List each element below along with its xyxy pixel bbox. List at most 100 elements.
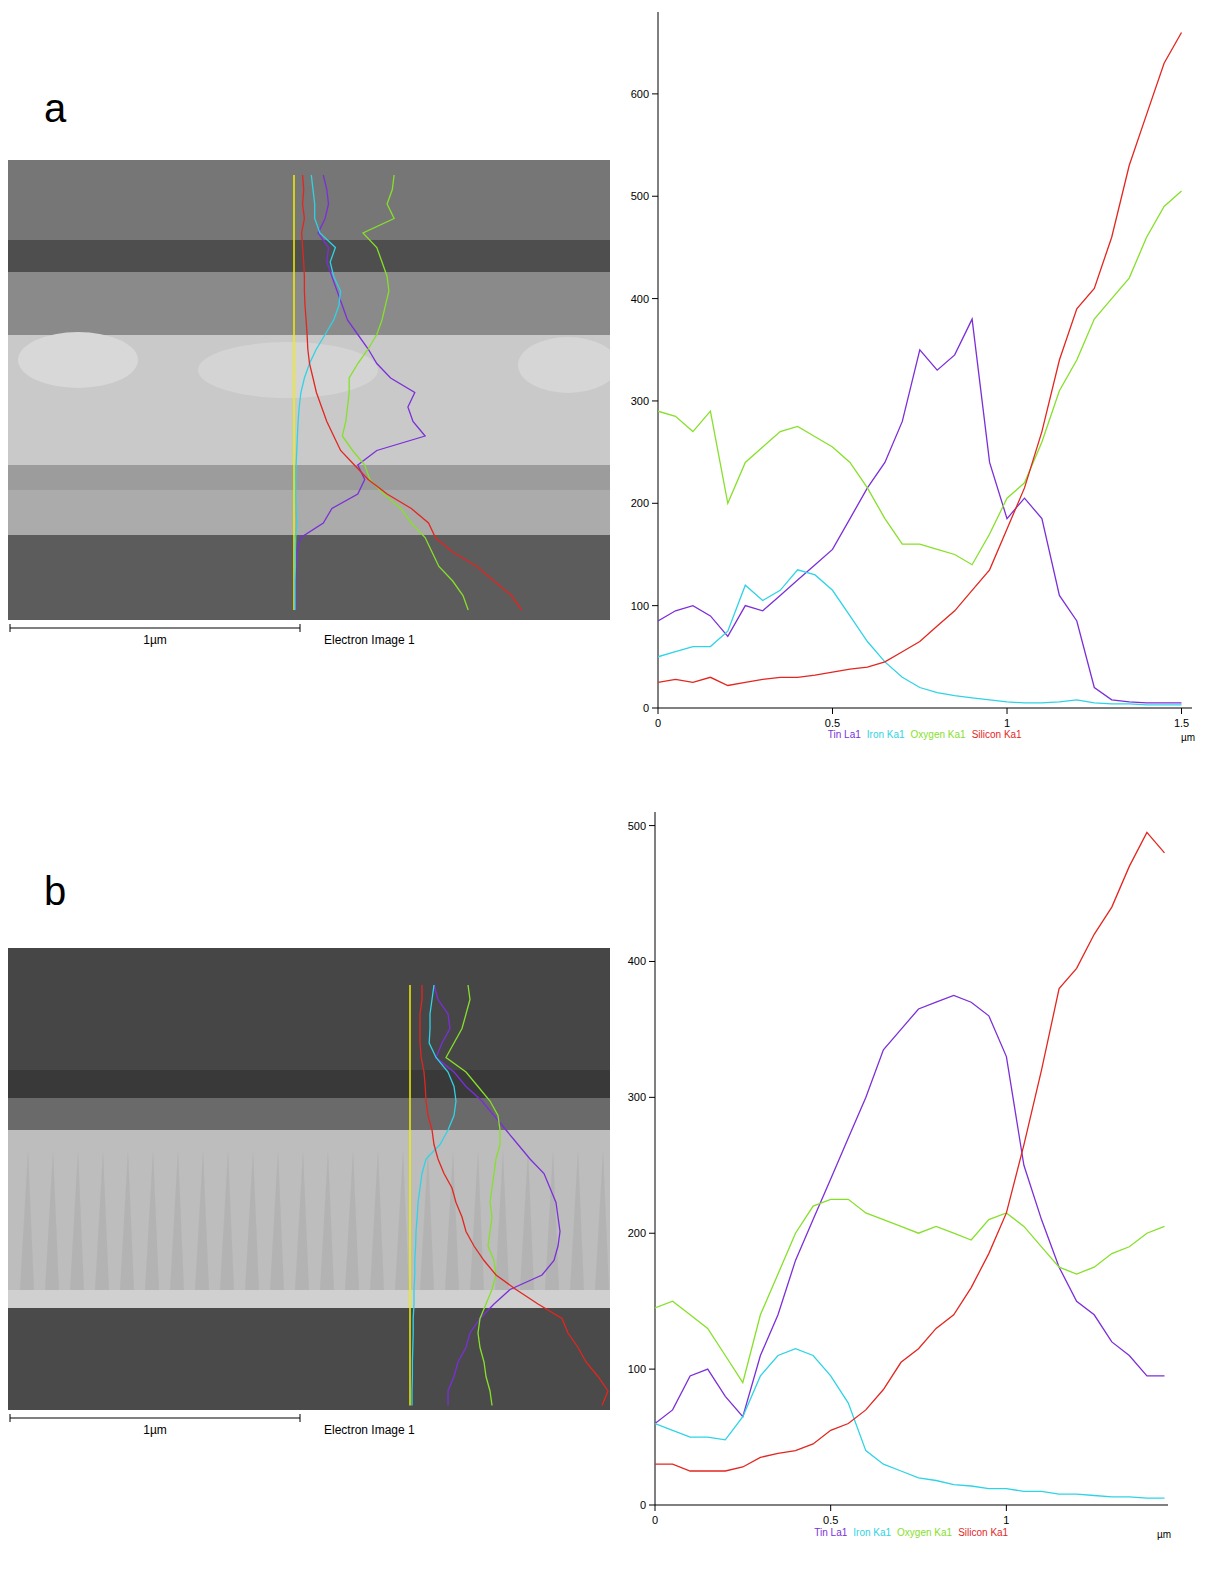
scale-bar-label: 1µm <box>143 1423 167 1437</box>
x-tick-label: 1 <box>1004 717 1010 729</box>
legend-entry: Oxygen Ka1 <box>911 729 966 740</box>
image-column <box>170 1150 184 1290</box>
x-axis <box>658 708 1192 709</box>
legend-entry: Silicon Ka1 <box>972 729 1022 740</box>
image-profile <box>302 175 522 610</box>
scale-bar <box>10 1418 300 1419</box>
y-tick <box>649 1505 655 1506</box>
panel-letter: a <box>44 86 67 130</box>
y-tick-label: 0 <box>640 1499 646 1511</box>
image-grain <box>198 342 378 398</box>
scale-bar-end <box>10 624 11 632</box>
y-tick <box>649 1233 655 1234</box>
scale-bar-end <box>300 624 301 632</box>
x-tick <box>1007 708 1008 714</box>
y-axis <box>658 12 659 708</box>
y-tick <box>652 196 658 197</box>
x-tick-label: 0 <box>655 717 661 729</box>
panel: a1µmElectron Image 101002003004005006000… <box>8 12 1195 743</box>
image-layer <box>8 1130 610 1290</box>
plot-area <box>655 832 1165 1498</box>
image-column <box>195 1150 209 1290</box>
series-line <box>655 995 1165 1423</box>
image-profile <box>342 175 468 610</box>
image-column <box>345 1150 359 1290</box>
image-label: Electron Image 1 <box>324 1423 415 1437</box>
image-column <box>595 1150 609 1290</box>
y-tick-label: 500 <box>628 820 646 832</box>
image-column <box>220 1150 234 1290</box>
legend-entry: Tin La1 <box>828 729 861 740</box>
image-layer <box>8 1070 610 1098</box>
image-layer <box>8 160 610 240</box>
image-column <box>270 1150 284 1290</box>
series-line <box>658 570 1182 705</box>
image-column <box>495 1150 509 1290</box>
x-tick-label: 0 <box>652 1514 658 1526</box>
panel: b1µmElectron Image 1010020030040050000.5… <box>8 812 1171 1540</box>
x-tick <box>655 1505 656 1511</box>
scale-bar-end <box>300 1414 301 1422</box>
image-column <box>95 1150 109 1290</box>
y-tick-label: 400 <box>631 293 649 305</box>
image-column <box>395 1150 409 1290</box>
y-tick <box>652 400 658 401</box>
image-column <box>445 1150 459 1290</box>
y-tick-label: 100 <box>628 1363 646 1375</box>
x-tick-label: 1 <box>1003 1514 1009 1526</box>
electron-image <box>8 160 610 620</box>
series-line <box>658 319 1182 703</box>
y-tick <box>652 298 658 299</box>
x-tick-label: 0.5 <box>825 717 840 729</box>
y-tick <box>649 961 655 962</box>
legend-entry: Silicon Ka1 <box>958 1527 1008 1538</box>
image-column <box>245 1150 259 1290</box>
x-axis-label: µm <box>1181 732 1195 743</box>
image-column <box>145 1150 159 1290</box>
x-tick-label: 1.5 <box>1174 717 1189 729</box>
image-layer <box>8 272 610 335</box>
image-column <box>295 1150 309 1290</box>
y-tick <box>649 825 655 826</box>
image-profile <box>420 985 608 1406</box>
figure: a1µmElectron Image 101002003004005006000… <box>0 0 1210 1584</box>
y-tick-label: 400 <box>628 955 646 967</box>
image-column <box>70 1150 84 1290</box>
panel-letter: b <box>44 869 66 913</box>
image-column <box>570 1150 584 1290</box>
image-layer <box>8 1308 610 1410</box>
image-profile <box>296 175 425 610</box>
y-axis <box>655 812 656 1505</box>
legend-entry: Iron Ka1 <box>867 729 905 740</box>
legend: Tin La1 Iron Ka1 Oxygen Ka1 Silicon Ka1 <box>814 1527 1008 1538</box>
image-layer <box>8 1098 610 1130</box>
x-tick <box>830 1505 831 1511</box>
plot-area <box>658 33 1182 705</box>
legend-entry: Tin La1 <box>814 1527 847 1538</box>
image-layer <box>8 490 610 535</box>
y-tick <box>649 1097 655 1098</box>
scale-bar-end <box>10 1414 11 1422</box>
x-tick <box>832 708 833 714</box>
y-tick-label: 600 <box>631 88 649 100</box>
scale-bar-label: 1µm <box>143 633 167 647</box>
y-tick-label: 200 <box>628 1227 646 1239</box>
image-column <box>470 1150 484 1290</box>
y-tick <box>652 503 658 504</box>
y-tick <box>652 93 658 94</box>
image-layer <box>8 465 610 490</box>
image-profile <box>434 985 560 1406</box>
legend-entry: Oxygen Ka1 <box>897 1527 952 1538</box>
image-column <box>320 1150 334 1290</box>
legend-entry: Iron Ka1 <box>853 1527 891 1538</box>
x-axis-label: µm <box>1157 1529 1171 1540</box>
image-profile <box>412 985 456 1406</box>
legend: Tin La1 Iron Ka1 Oxygen Ka1 Silicon Ka1 <box>828 729 1022 740</box>
y-tick-label: 500 <box>631 190 649 202</box>
scan-line <box>409 985 411 1406</box>
image-layer <box>8 240 610 272</box>
image-label: Electron Image 1 <box>324 633 415 647</box>
y-tick <box>649 1369 655 1370</box>
electron-image <box>8 948 610 1410</box>
x-tick <box>1181 708 1182 714</box>
